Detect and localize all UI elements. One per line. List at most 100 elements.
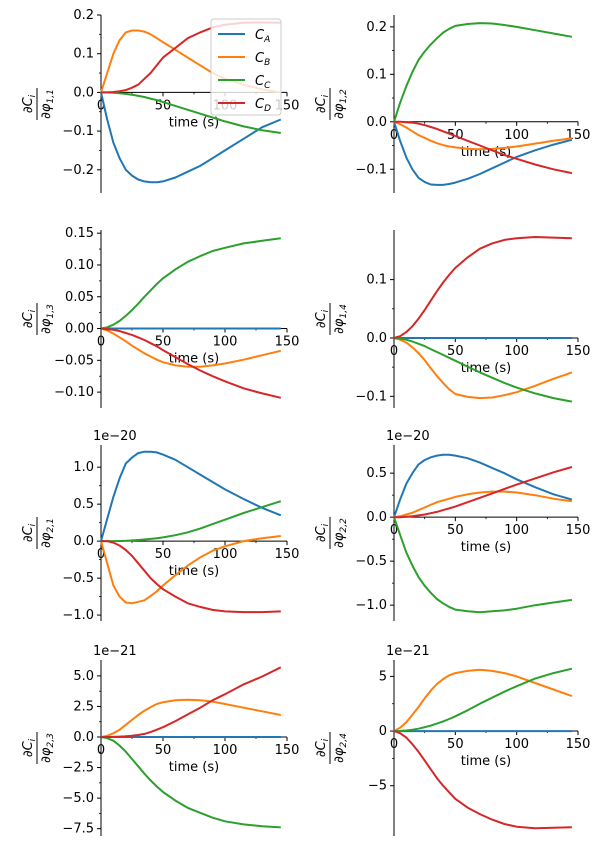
y-label-numerator: ∂Ci	[314, 523, 331, 542]
y-tick-label: −0.2	[62, 163, 94, 178]
subplot-phi23: −7.5 −5.0 −2.5 0.0 2.5 5.0 0 50 100 150 time (s) 1e…	[21, 644, 299, 837]
y-axis-label: ∂Ci∂φ1,3	[21, 303, 56, 335]
series-line-b	[100, 698, 281, 738]
y-tick-label: 5.0	[73, 669, 94, 684]
y-tick-label: 0.2	[366, 20, 387, 35]
series-line-d	[393, 236, 572, 339]
y-axis-label: ∂Ci∂φ2,4	[314, 732, 349, 764]
x-tick-label: 0	[97, 98, 105, 113]
x-tick-label: 0	[97, 547, 105, 562]
series-line-a	[393, 121, 573, 186]
x-tick-label: 100	[504, 737, 529, 752]
series-line-d	[393, 730, 572, 830]
x-tick-label: 100	[213, 547, 238, 562]
series-line-c	[393, 22, 573, 123]
x-tick-label: 150	[566, 344, 591, 359]
series-line-d	[101, 540, 281, 614]
x-axis-label: time (s)	[461, 361, 511, 376]
series-line-c	[393, 337, 573, 403]
x-tick-label: 150	[275, 547, 300, 562]
y-tick-label: 0.1	[366, 67, 387, 82]
series-line-a	[100, 92, 282, 184]
series-line-d	[394, 466, 573, 519]
series-line-c	[101, 91, 281, 134]
y-label-numerator: ∂Ci	[314, 738, 331, 757]
y-label-numerator: ∂Ci	[21, 738, 38, 757]
y-axis-label: ∂Ci∂φ1,4	[314, 303, 349, 335]
y-tick-label: −0.05	[54, 353, 94, 368]
y-tick-label: 0.5	[366, 466, 387, 481]
series-line-a	[393, 453, 573, 518]
y-tick-label: 0	[379, 724, 387, 739]
y-label-denominator: ∂φ2,4	[332, 733, 349, 763]
y-tick-label: 0.1	[366, 273, 387, 288]
series-line-b	[100, 327, 282, 368]
x-tick-label: 100	[504, 128, 529, 143]
y-tick-label: −0.5	[62, 571, 94, 586]
y-axis-label: ∂Ci∂φ1,1	[21, 88, 56, 120]
y-axis-label: ∂Ci∂φ2,1	[21, 517, 56, 549]
series-line-a	[100, 450, 282, 542]
series-line-c	[393, 516, 573, 614]
x-axis-label: time (s)	[461, 540, 511, 555]
x-tick-label: 0	[390, 737, 398, 752]
subplot-phi14: −0.1 0.0 0.1 0 50 100 150 time (s) ∂Ci∂φ1,4	[314, 230, 590, 408]
y-tick-label: 0.2	[73, 8, 94, 23]
x-tick-label: 50	[447, 344, 464, 359]
x-tick-label: 100	[504, 523, 529, 538]
y-tick-label: 0.1	[73, 47, 94, 62]
series-line-d	[100, 327, 282, 399]
series-line-c	[393, 667, 573, 733]
y-label-denominator: ∂φ1,3	[39, 304, 56, 334]
x-tick-label: 150	[566, 523, 591, 538]
x-tick-label: 50	[155, 743, 172, 758]
y-tick-label: 0.15	[65, 226, 94, 241]
series-line-b	[393, 490, 573, 519]
y-label-numerator: ∂Ci	[21, 94, 38, 113]
x-tick-label: 50	[447, 523, 464, 538]
y-tick-label: −0.1	[355, 162, 387, 177]
x-tick-label: 100	[213, 743, 238, 758]
y-offset-label: 1e−20	[386, 429, 430, 444]
y-label-numerator: ∂Ci	[21, 309, 38, 328]
series-line-c	[100, 736, 281, 829]
series-line-c	[101, 500, 282, 543]
x-tick-label: 0	[97, 335, 105, 350]
y-tick-label: 0.05	[65, 290, 94, 305]
y-tick-label: 0.0	[366, 115, 387, 130]
y-label-numerator: ∂Ci	[21, 523, 38, 542]
y-tick-label: 2.5	[73, 699, 94, 714]
y-axis-label: ∂Ci∂φ2,3	[21, 732, 56, 764]
y-tick-label: 0.0	[73, 85, 94, 100]
y-tick-label: 5	[379, 669, 387, 684]
x-tick-label: 150	[275, 743, 300, 758]
subplot-phi22: −1.0 −0.5 0.0 0.5 0 50 100 150 time (s) 1e−20 ∂Ci∂…	[314, 429, 590, 621]
y-tick-label: −0.1	[62, 124, 94, 139]
y-tick-label: −5.0	[62, 791, 94, 806]
subplot-phi13: −0.10 −0.05 0.00 0.05 0.10 0.15 0 50 100 150 time …	[21, 226, 299, 408]
x-tick-label: 0	[390, 128, 398, 143]
y-tick-label: 0.10	[65, 258, 94, 273]
y-tick-label: −0.1	[355, 389, 387, 404]
x-tick-label: 0	[390, 523, 398, 538]
x-axis-label: time (s)	[169, 564, 219, 579]
y-tick-label: 0.0	[73, 730, 94, 745]
y-tick-label: −1.0	[62, 608, 94, 623]
x-axis-label: time (s)	[461, 754, 511, 769]
series-line-b	[393, 668, 573, 732]
series-line-b	[393, 337, 573, 400]
series-line-d	[394, 120, 573, 175]
y-label-denominator: ∂φ2,1	[39, 518, 56, 548]
y-tick-label: 0.5	[73, 497, 94, 512]
y-tick-label: 0.0	[73, 534, 94, 549]
y-offset-label: 1e−21	[93, 644, 137, 659]
subplot-phi21: −1.0 −0.5 0.0 0.5 1.0 0 50 100 150 time (s) 1e−20 ∂…	[21, 429, 299, 623]
x-tick-label: 50	[155, 335, 172, 350]
y-offset-label: 1e−20	[93, 429, 137, 444]
series-line-d	[101, 666, 282, 738]
series-line-b	[393, 120, 573, 151]
x-tick-label: 150	[275, 335, 300, 350]
